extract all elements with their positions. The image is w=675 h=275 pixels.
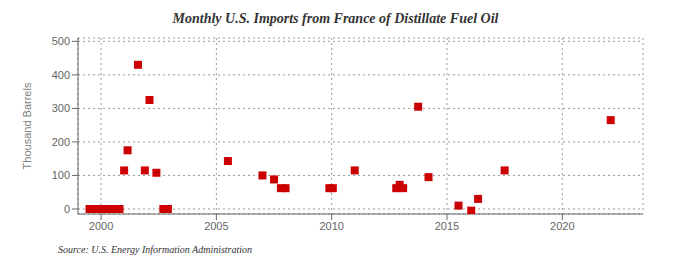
svg-text:200: 200 — [52, 136, 70, 148]
svg-text:0: 0 — [64, 203, 70, 215]
html-text:Source: U.S. Energy Informatio: Source: U.S. Energy Information Administ… — [58, 244, 253, 255]
svg-text:2020: 2020 — [550, 220, 574, 232]
svg-text:500: 500 — [52, 35, 70, 47]
svg-text:2005: 2005 — [204, 220, 228, 232]
svg-text:300: 300 — [52, 102, 70, 114]
svg-text:2015: 2015 — [435, 220, 459, 232]
svg-text:Thousand Barrels: Thousand Barrels — [21, 82, 33, 169]
html-text:Monthly U.S. Imports from Fran: Monthly U.S. Imports from France of Dist… — [172, 11, 499, 26]
svg-text:2010: 2010 — [319, 220, 343, 232]
svg-text:400: 400 — [52, 69, 70, 81]
svg-text:100: 100 — [52, 169, 70, 181]
svg-text:2000: 2000 — [89, 220, 113, 232]
